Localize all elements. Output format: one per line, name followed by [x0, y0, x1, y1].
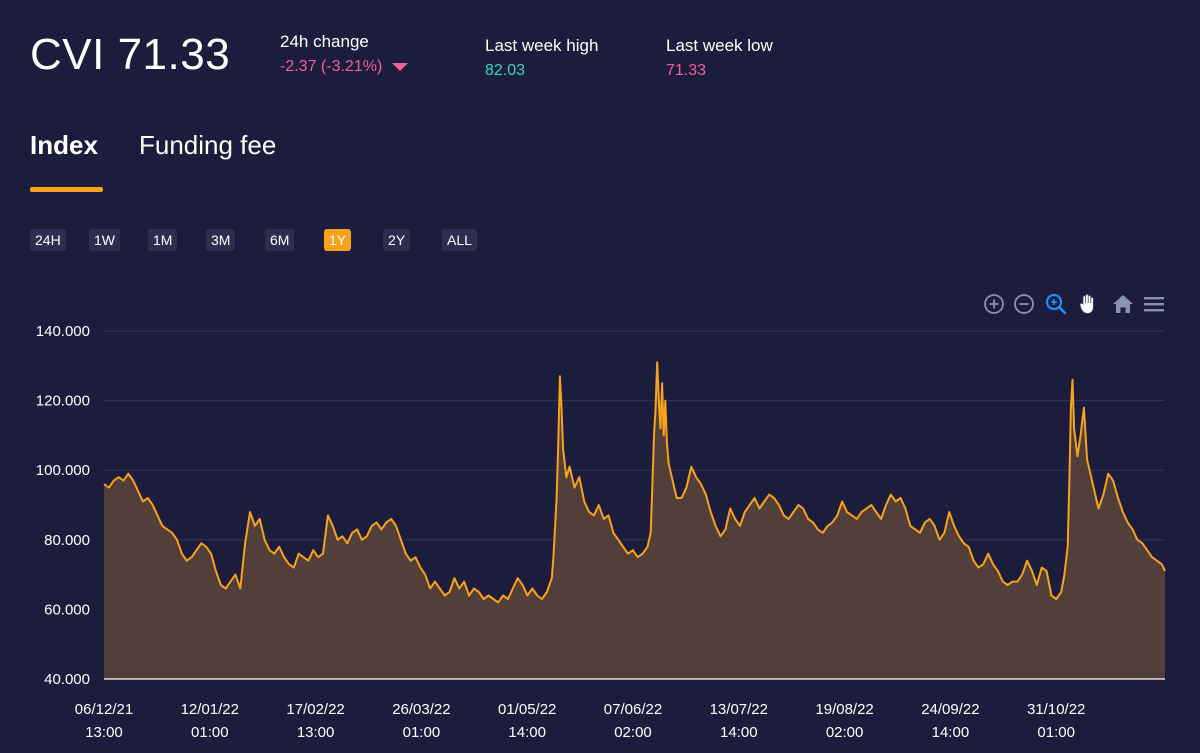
- x-tick-label: 02:00: [826, 724, 864, 741]
- pan-hand-icon[interactable]: [1076, 292, 1100, 316]
- range-button-1m[interactable]: 1M: [148, 229, 178, 251]
- series-line: [103, 361, 1166, 604]
- range-button-24h[interactable]: 24H: [30, 229, 66, 251]
- x-tick-label: 17/02/22: [286, 701, 344, 718]
- x-tick-label: 01:00: [1037, 724, 1075, 741]
- change-value: -2.37 (-3.21%): [280, 58, 409, 76]
- x-tick-label: 31/10/22: [1027, 701, 1085, 718]
- y-tick-label: 80.000: [44, 532, 90, 549]
- cvi-index-chart[interactable]: 40.00060.00080.000100.000120.000140.000 …: [0, 310, 1200, 753]
- y-axis: 40.000 60.000 80.000 100.000 120.000 140.000: [36, 323, 90, 688]
- range-button-1w[interactable]: 1W: [89, 229, 120, 251]
- range-button-6m[interactable]: 6M: [265, 229, 295, 251]
- range-button-2y[interactable]: 2Y: [383, 229, 411, 251]
- y-tick-label: 60.000: [44, 601, 90, 618]
- y-tick-label: 140.000: [36, 323, 90, 340]
- x-tick-label: 14:00: [508, 724, 546, 741]
- tab-funding-fee[interactable]: Funding fee: [139, 130, 277, 160]
- tab-index[interactable]: Index: [30, 130, 98, 160]
- chart-toolbar: [980, 292, 1170, 318]
- y-tick-label: 40.000: [44, 671, 90, 688]
- low-value: 71.33: [666, 62, 707, 79]
- high-value: 82.03: [485, 62, 526, 79]
- zoom-in-icon[interactable]: [982, 292, 1006, 316]
- x-tick-label: 01/05/22: [498, 701, 556, 718]
- active-tab-indicator: [30, 187, 103, 192]
- range-button-3m[interactable]: 3M: [206, 229, 236, 251]
- low-label: Last week low: [666, 36, 773, 55]
- x-axis: 06/12/21 13:00 12/01/22 01:00 17/02/22 13:00 2…: [75, 701, 1086, 741]
- x-tick-label: 01:00: [403, 724, 441, 741]
- header: CVI 71.33 24h change -2.37 (-3.21%) Last…: [0, 0, 1200, 110]
- x-tick-label: 13/07/22: [710, 701, 768, 718]
- x-tick-label: 06/12/21: [75, 701, 133, 718]
- x-tick-label: 12/01/22: [181, 701, 239, 718]
- high-stat: Last week high 82.03: [485, 36, 598, 80]
- low-stat: Last week low 71.33: [666, 36, 773, 80]
- x-tick-label: 26/03/22: [392, 701, 450, 718]
- x-tick-label: 13:00: [85, 724, 123, 741]
- change-stat: 24h change -2.37 (-3.21%): [280, 32, 409, 76]
- change-value-text: -2.37 (-3.21%): [280, 58, 383, 75]
- menu-icon[interactable]: [1142, 292, 1166, 316]
- x-tick-label: 13:00: [297, 724, 335, 741]
- x-tick-label: 19/08/22: [815, 701, 873, 718]
- caret-down-icon: [392, 62, 409, 71]
- x-tick-label: 01:00: [191, 724, 229, 741]
- x-tick-label: 02:00: [614, 724, 652, 741]
- x-tick-label: 14:00: [932, 724, 970, 741]
- x-tick-label: 07/06/22: [604, 701, 662, 718]
- y-tick-label: 120.000: [36, 393, 90, 410]
- x-tick-label: 24/09/22: [921, 701, 979, 718]
- high-label: Last week high: [485, 36, 599, 55]
- magnifier-icon[interactable]: [1044, 292, 1068, 316]
- series-area: [104, 362, 1165, 679]
- index-title: CVI 71.33: [30, 30, 231, 79]
- range-button-all[interactable]: ALL: [442, 229, 477, 251]
- zoom-out-icon[interactable]: [1012, 292, 1036, 316]
- y-tick-label: 100.000: [36, 462, 90, 479]
- home-icon[interactable]: [1111, 292, 1135, 316]
- change-label: 24h change: [280, 32, 369, 51]
- x-tick-label: 14:00: [720, 724, 758, 741]
- range-button-1y[interactable]: 1Y: [324, 229, 352, 251]
